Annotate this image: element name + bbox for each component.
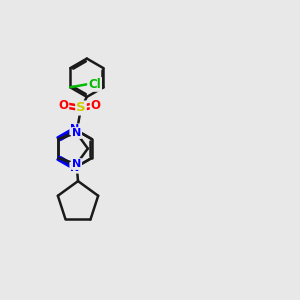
Text: O: O [58, 98, 68, 112]
Text: O: O [91, 98, 101, 112]
Text: N: N [70, 163, 80, 173]
Text: N: N [70, 124, 80, 134]
Text: N: N [72, 159, 81, 169]
Text: Cl: Cl [88, 78, 101, 91]
Text: N: N [72, 128, 81, 138]
Text: S: S [76, 101, 86, 115]
